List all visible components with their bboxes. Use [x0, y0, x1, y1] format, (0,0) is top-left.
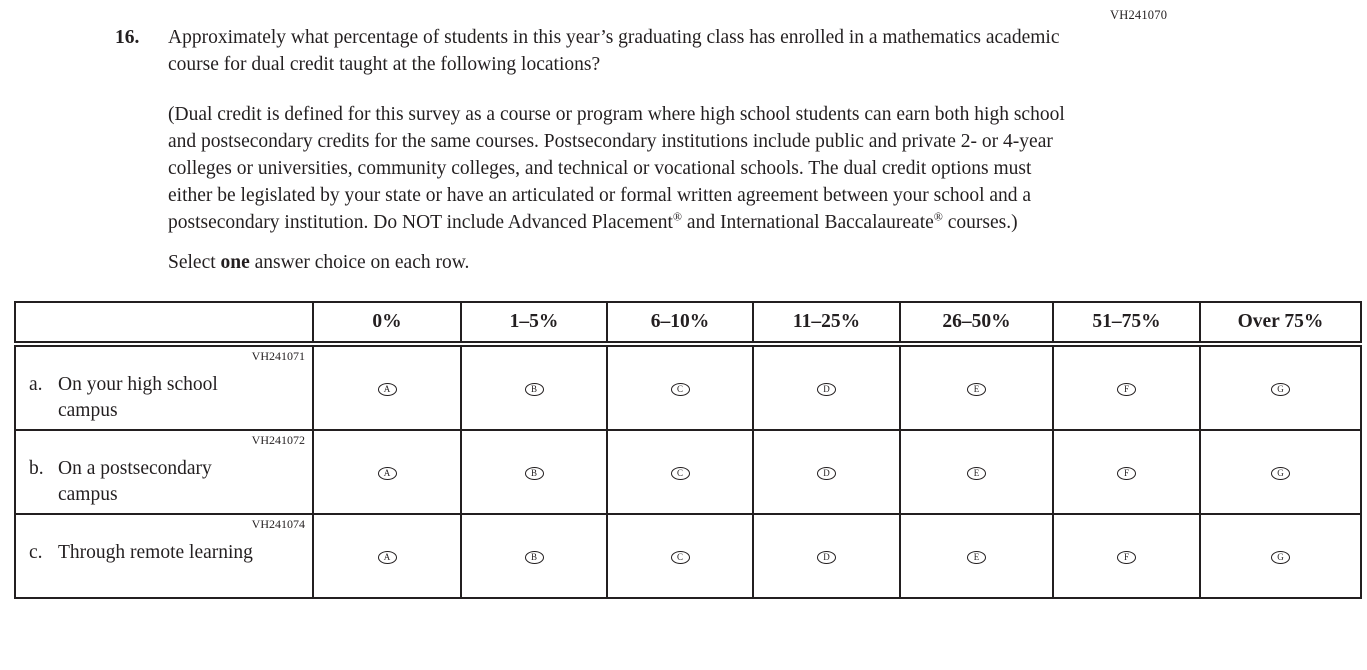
answer-bubble-e[interactable]: E: [967, 382, 986, 396]
option-cell: C: [606, 343, 754, 430]
row-label: b. On a postsecondary campus: [16, 449, 312, 508]
row-letter: a.: [29, 374, 43, 395]
option-cell: D: [752, 513, 901, 598]
answer-bubble-f[interactable]: F: [1117, 550, 1136, 564]
answer-matrix-table: 0% 1–5% 6–10% 11–25% 26–50% 51–75% Over …: [14, 301, 1362, 599]
column-header-1-5pct: 1–5%: [460, 302, 608, 347]
answer-bubble-g[interactable]: G: [1271, 466, 1290, 480]
option-cell: B: [460, 429, 608, 514]
option-cell: E: [899, 513, 1054, 598]
option-cell: D: [752, 429, 901, 514]
row-code: VH241072: [251, 433, 305, 447]
answer-bubble-a[interactable]: A: [377, 550, 397, 564]
option-cell: G: [1199, 343, 1362, 430]
question-instruction: Select one answer choice on each row.: [168, 249, 1073, 276]
row-label: a. On your high school campus: [16, 365, 312, 424]
answer-bubble-d[interactable]: D: [817, 466, 836, 480]
question-definition: (Dual credit is defined for this survey …: [168, 101, 1073, 236]
form-code: VH241070: [1110, 8, 1168, 22]
answer-bubble-b[interactable]: B: [524, 466, 544, 480]
answer-bubble-e[interactable]: E: [967, 466, 986, 480]
row-code: VH241074: [251, 517, 305, 531]
answer-bubble-a[interactable]: A: [377, 466, 397, 480]
answer-bubble-f[interactable]: F: [1117, 466, 1136, 480]
row-header-cell: VH241072 b. On a postsecondary campus: [14, 429, 314, 514]
option-cell: F: [1052, 513, 1201, 598]
answer-bubble-g[interactable]: G: [1271, 382, 1290, 396]
table-row-a: VH241071 a. On your high school campus A…: [14, 343, 1362, 430]
row-header-cell: VH241071 a. On your high school campus: [14, 343, 314, 430]
instruction-emphasis: one: [220, 252, 250, 273]
option-cell: A: [312, 429, 462, 514]
question-text: Approximately what percentage of student…: [168, 27, 1060, 75]
answer-bubble-b[interactable]: B: [524, 382, 544, 396]
option-cell: E: [899, 343, 1054, 430]
row-label-text: On a postsecondary campus: [58, 458, 212, 505]
question-body: Approximately what percentage of student…: [168, 24, 1073, 276]
row-label-text: Through remote learning: [58, 542, 253, 563]
registered-mark-icon: ®: [933, 209, 943, 224]
header-stub-cell: [14, 302, 314, 347]
table-row-b: VH241072 b. On a postsecondary campus A …: [14, 429, 1362, 514]
option-cell: D: [752, 343, 901, 430]
definition-part2: and International Baccalaureate: [682, 212, 934, 233]
column-header-11-25pct: 11–25%: [752, 302, 901, 347]
answer-bubble-c[interactable]: C: [670, 466, 690, 480]
instruction-prefix: Select: [168, 252, 221, 273]
row-label-text: On your high school campus: [58, 374, 218, 421]
answer-bubble-c[interactable]: C: [670, 550, 690, 564]
option-cell: E: [899, 429, 1054, 514]
answer-bubble-c[interactable]: C: [670, 382, 690, 396]
option-cell: C: [606, 513, 754, 598]
registered-mark-icon: ®: [672, 209, 683, 224]
answer-bubble-d[interactable]: D: [817, 382, 836, 396]
answer-bubble-b[interactable]: B: [524, 550, 544, 564]
question-block: 16. Approximately what percentage of stu…: [115, 0, 1367, 276]
answer-bubble-f[interactable]: F: [1117, 382, 1136, 396]
answer-bubble-g[interactable]: G: [1271, 550, 1290, 564]
column-header-0pct: 0%: [312, 302, 462, 347]
question-number: 16.: [115, 27, 140, 48]
row-letter: b.: [29, 458, 44, 479]
row-header-cell: VH241074 c. Through remote learning: [14, 513, 314, 598]
option-cell: G: [1199, 429, 1362, 514]
table-row-c: VH241074 c. Through remote learning A B …: [14, 513, 1362, 598]
answer-bubble-d[interactable]: D: [817, 550, 836, 564]
row-code: VH241071: [251, 349, 305, 363]
column-header-26-50pct: 26–50%: [899, 302, 1054, 347]
column-header-over-75pct: Over 75%: [1199, 302, 1362, 347]
option-cell: C: [606, 429, 754, 514]
option-cell: F: [1052, 343, 1201, 430]
answer-bubble-e[interactable]: E: [967, 550, 986, 564]
option-cell: B: [460, 513, 608, 598]
answer-bubble-a[interactable]: A: [377, 382, 397, 396]
definition-part1: (Dual credit is defined for this survey …: [168, 104, 1065, 233]
option-cell: G: [1199, 513, 1362, 598]
option-cell: F: [1052, 429, 1201, 514]
definition-part3: courses.): [942, 212, 1018, 233]
row-label: c. Through remote learning: [16, 533, 312, 566]
option-cell: A: [312, 343, 462, 430]
header-row: 0% 1–5% 6–10% 11–25% 26–50% 51–75% Over …: [14, 302, 1362, 347]
row-letter: c.: [29, 542, 43, 563]
option-cell: B: [460, 343, 608, 430]
instruction-suffix: answer choice on each row.: [249, 252, 470, 273]
column-header-51-75pct: 51–75%: [1052, 302, 1201, 347]
option-cell: A: [312, 513, 462, 598]
column-header-6-10pct: 6–10%: [606, 302, 754, 347]
